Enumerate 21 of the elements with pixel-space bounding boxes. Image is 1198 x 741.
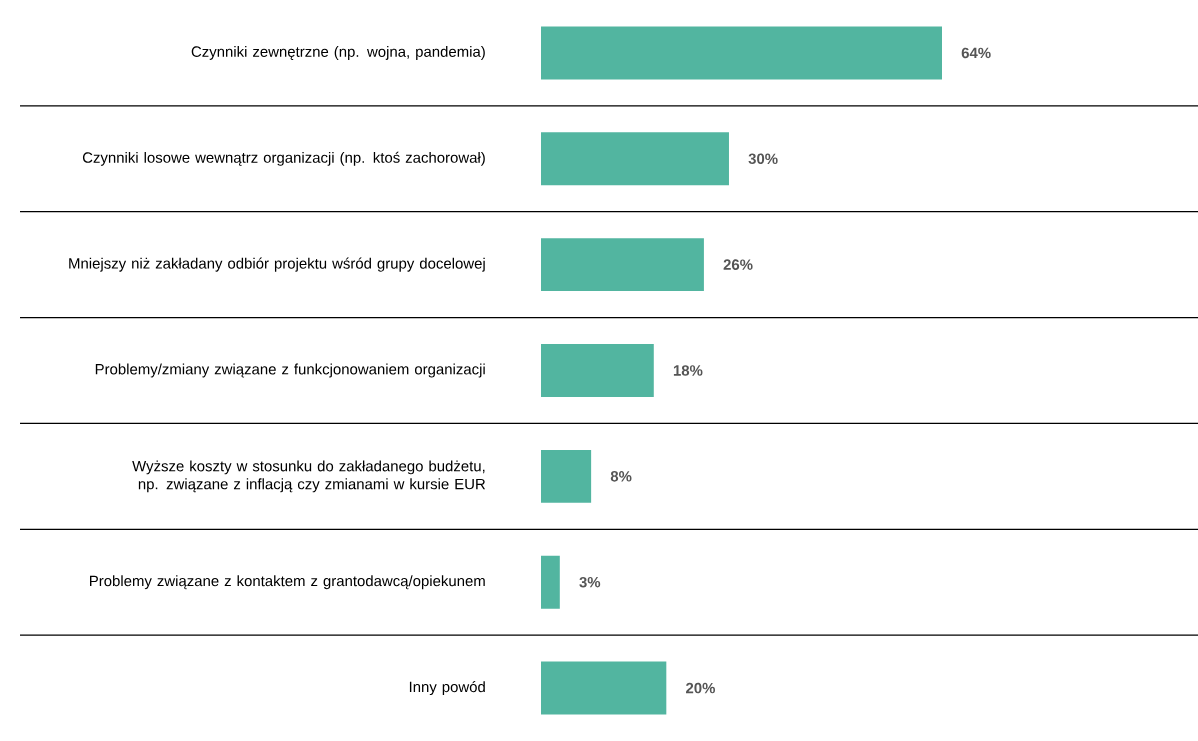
- bar: [541, 555, 560, 609]
- bar: [541, 344, 654, 397]
- bar: [541, 661, 667, 715]
- data-label: 64%: [961, 47, 991, 59]
- y-tick-label: Czynniki losowe wewnątrz organizacji (np. ktoś zachorował): [82, 151, 485, 166]
- data-label: 8%: [610, 471, 632, 482]
- y-tick-label: Problemy/zmiany związane z funkcjonowaniem organizacji: [95, 363, 485, 378]
- bar: [541, 132, 729, 186]
- y-tick-label: Wyższe koszty w stosunku do zakładanego budżetu, np. związane z inflacją czy zmianami w kursie EUR: [132, 460, 486, 493]
- data-label: 3%: [579, 576, 601, 588]
- bar: [541, 238, 704, 292]
- y-tick-label: Czynniki zewnętrzne (np. wojna, pandemia): [191, 45, 485, 60]
- y-tick-label: Inny powód: [409, 681, 485, 696]
- data-label: 20%: [686, 682, 716, 694]
- y-tick-label: Problemy związane z kontaktem z grantodawcą/opiekunem: [90, 575, 485, 590]
- data-label: 26%: [723, 259, 753, 270]
- data-label: 30%: [748, 153, 778, 165]
- bar: [541, 449, 592, 503]
- data-label: 18%: [673, 365, 703, 376]
- y-tick-label: Mniejszy niż zakładany odbiór projektu wśród grupy docelowej: [69, 257, 485, 272]
- bar: [541, 26, 942, 80]
